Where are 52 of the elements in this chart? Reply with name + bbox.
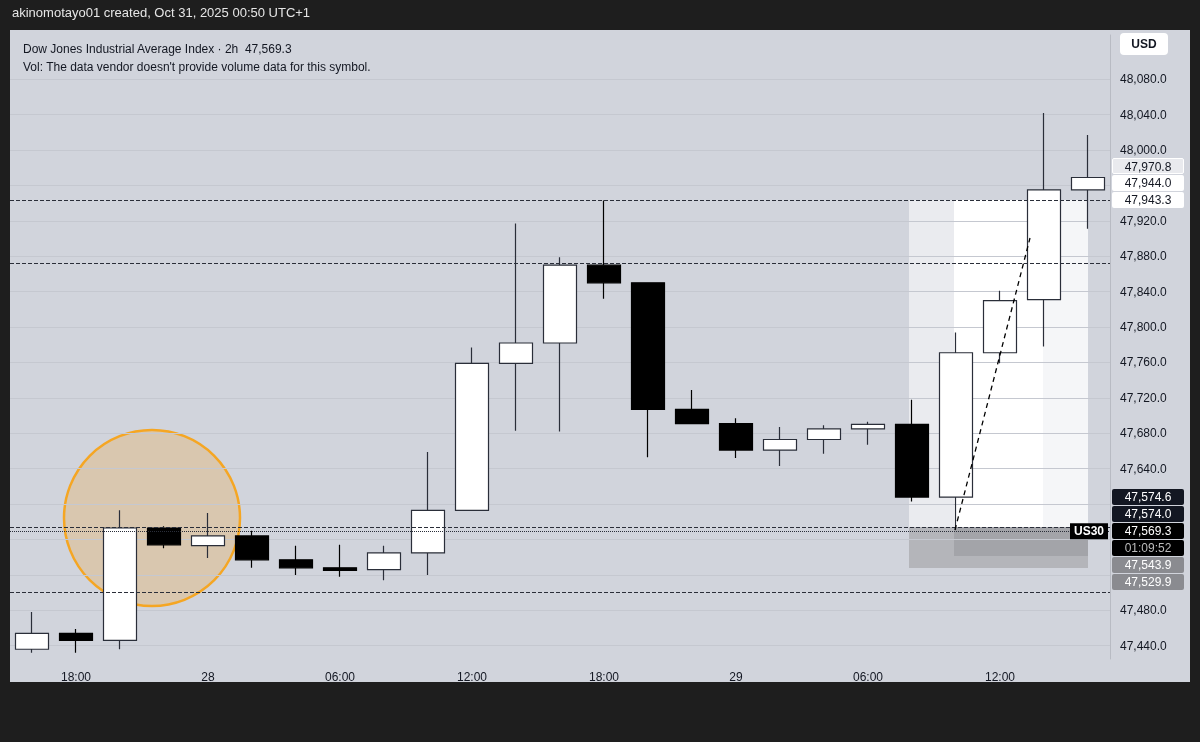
candlestick: [630, 282, 666, 458]
candlestick: [894, 399, 930, 503]
y-tick-label: 47,880.0: [1120, 249, 1168, 264]
text: 47,574.6: [1112, 489, 1184, 505]
y-tick-label: 47,920.0: [1120, 213, 1168, 228]
candlestick: [278, 545, 314, 576]
candlestick: [234, 530, 270, 569]
x-tick-label: 12:00: [456, 670, 488, 684]
y-tick-label: 48,080.0: [1120, 72, 1168, 87]
text: 47,574.0: [1112, 506, 1184, 522]
text: 47,944.0: [1112, 175, 1184, 191]
y-tick-label: 47,760.0: [1120, 355, 1168, 370]
candlestick: [58, 628, 94, 654]
candlestick: [14, 611, 50, 654]
ref-line-label: US30: [1074, 524, 1105, 539]
candlestick: [806, 424, 842, 455]
x-tick-label: 12:00: [984, 670, 1016, 684]
candlestick: [762, 426, 798, 467]
y-tick-label: 48,000.0: [1120, 143, 1168, 158]
x-tick-label: 06:00: [852, 670, 884, 684]
text: 47,529.9: [1112, 574, 1184, 590]
x-tick-label: 18:00: [60, 670, 92, 684]
x-tick-label: 06:00: [324, 670, 356, 684]
text: USD: [1120, 33, 1168, 55]
candlestick: [146, 525, 182, 549]
candlestick: [366, 545, 402, 581]
text: Vol: The data vendor doesn't provide volume data for this symbol.: [23, 60, 371, 74]
text: Dow Jones Industrial Average Index · 2h 47,569.3: [23, 42, 292, 56]
candlestick: [982, 290, 1018, 364]
x-tick-label: 28: [201, 670, 215, 684]
y-tick-label: 47,440.0: [1120, 638, 1168, 653]
x-tick-label: 18:00: [588, 670, 620, 684]
candlestick: [674, 389, 710, 425]
text: 47,569.3: [1112, 523, 1184, 539]
y-tick-label: 47,800.0: [1120, 320, 1168, 335]
y-tick-label: 47,480.0: [1120, 603, 1168, 618]
text: 01:09:52: [1112, 540, 1184, 556]
y-tick-label: 47,680.0: [1120, 426, 1168, 441]
text: 47,943.3: [1112, 192, 1184, 208]
y-tick-label: 48,040.0: [1120, 107, 1168, 122]
candlestick: [718, 417, 754, 459]
candlestick: [850, 421, 886, 446]
y-tick-label: 47,640.0: [1120, 461, 1168, 476]
y-tick-label: 47,720.0: [1120, 390, 1168, 405]
x-tick-label: 29: [729, 670, 743, 684]
text: 47,970.8: [1112, 158, 1184, 174]
text: 47,543.9: [1112, 557, 1184, 573]
candlestick: [322, 544, 358, 578]
y-tick-label: 47,840.0: [1120, 284, 1168, 299]
candlestick: [586, 199, 622, 300]
text: akinomotayo01 created, Oct 31, 2025 00:50 UTC+1: [12, 5, 311, 20]
candlestick: [454, 346, 490, 511]
